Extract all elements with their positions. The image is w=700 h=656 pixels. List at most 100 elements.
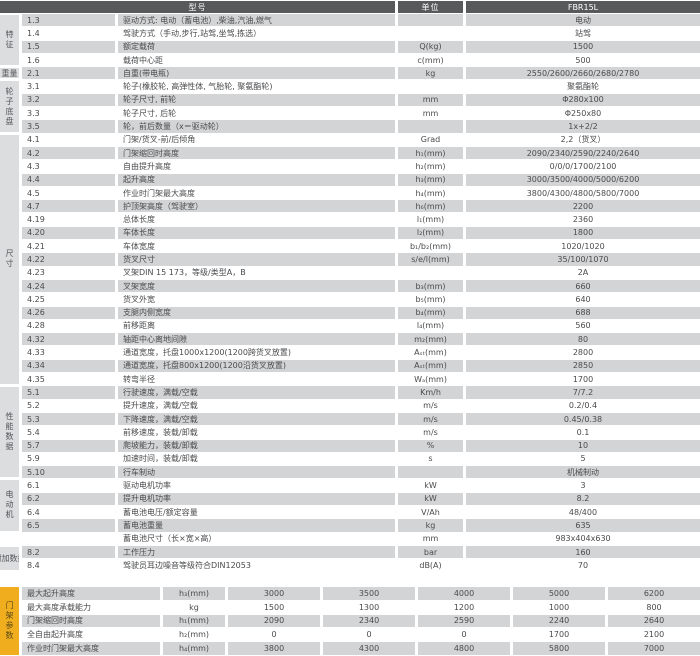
mast-row-value: 1300	[323, 601, 415, 615]
spec-row-unit: Wₐ(mm)	[398, 373, 463, 387]
spec-row-value: 640	[466, 293, 700, 307]
spec-row-unit	[398, 14, 463, 28]
spec-row-value: 电动	[466, 14, 700, 28]
spec-row-value: 3000/3500/4000/5000/6200	[466, 173, 700, 187]
spec-row-unit: mm	[398, 533, 463, 546]
spec-row-unit	[398, 267, 463, 280]
spec-row-number: 5.3	[22, 412, 115, 427]
spec-table: 型号 单位 FBR15L 1.3 驱动方式: 电动（蓄电池）,柴油,汽油,燃气 …	[0, 1, 700, 573]
spec-row-value: 10	[466, 439, 700, 453]
mast-row-value: 4000	[418, 587, 510, 601]
spec-row-value: 2A	[466, 267, 700, 280]
spec-row-number: 5.9	[22, 453, 115, 467]
spec-row-number: 5.10	[22, 466, 115, 480]
spec-row-label: 额定载荷	[118, 40, 395, 54]
category-label: 重量	[0, 68, 19, 80]
spec-row-value: 5	[466, 453, 700, 467]
spec-row-number: 1.3	[22, 14, 115, 28]
spec-row-value: 3800/4300/4800/5800/7000	[466, 187, 700, 201]
spec-row-unit: V/Ah	[398, 506, 463, 520]
spec-row-label: 起升高度	[118, 173, 395, 187]
spec-row-value: 1020/1020	[466, 240, 700, 254]
spec-row-value: 机械制动	[466, 466, 700, 480]
spec-row-label: 轮子(橡胶轮, 高弹性体, 气胎轮, 聚氨酯轮)	[118, 80, 395, 94]
spec-row-number: 5.1	[22, 386, 115, 400]
spec-row-unit: dB(A)	[398, 559, 463, 573]
spec-row-label: 轮子尺寸, 前轮	[118, 93, 395, 108]
mast-row-value: 5000	[513, 587, 605, 601]
spec-row-label: 自重(带电瓶)	[118, 67, 395, 81]
spec-row-label: 蓄电池尺寸（长×宽×高）	[118, 533, 395, 546]
spec-row-value: 站驾	[466, 27, 700, 41]
mast-row-value: 2240	[513, 614, 605, 629]
spec-row-unit: h₄(mm)	[398, 187, 463, 201]
spec-row-label: 叉架宽度	[118, 279, 395, 294]
spec-row-value: 2090/2340/2590/2240/2640	[466, 146, 700, 161]
spec-row-value: 2550/2600/2660/2680/2780	[466, 67, 700, 81]
spec-row-value: 660	[466, 279, 700, 294]
spec-row-value: 983x404x630	[466, 533, 700, 546]
spec-row-value: 聚氨酯轮	[466, 80, 700, 94]
spec-row-value: 0/0/0/1700/2100	[466, 160, 700, 174]
spec-row-value: 0.45/0.38	[466, 412, 700, 427]
spec-row-number: 4.32	[22, 333, 115, 347]
spec-row-unit: mm	[398, 93, 463, 108]
spec-row-value: 3	[466, 479, 700, 493]
spec-row-unit: h₁(mm)	[398, 146, 463, 161]
spec-row-number: 3.3	[22, 107, 115, 121]
spec-row-label: 转弯半径	[118, 373, 395, 387]
mast-row-value: 2590	[418, 614, 510, 629]
mast-row-value: 5800	[513, 642, 605, 656]
mast-row-value: 2640	[608, 614, 700, 629]
spec-row-unit: kW	[398, 492, 463, 506]
category-label: 性能数据	[0, 387, 19, 479]
spec-row-value: 2,2（货叉）	[466, 134, 700, 147]
spec-row-label: 总体长度	[118, 213, 395, 227]
mast-row-value: 0	[418, 628, 510, 643]
spec-row-label: 行车制动	[118, 466, 395, 480]
spec-row-value: 35/100/1070	[466, 253, 700, 267]
spec-row-label: 驱动电机功率	[118, 479, 395, 493]
spec-row-unit	[398, 27, 463, 41]
spec-row-number: 3.5	[22, 120, 115, 134]
spec-row-unit: c(mm)	[398, 54, 463, 68]
mast-row-label: 全自由起升高度	[22, 628, 160, 643]
spec-row-number: 4.20	[22, 226, 115, 241]
spec-row-number: 1.5	[22, 40, 115, 54]
spec-row-number: 4.1	[22, 134, 115, 147]
spec-row-number: 1.4	[22, 27, 115, 41]
mast-row-value: 0	[323, 628, 415, 643]
mast-row-label: 门架缩回时高度	[22, 614, 160, 629]
spec-row-label: 轮子尺寸, 后轮	[118, 107, 395, 121]
spec-row-label: 蓄电池电压/额定容量	[118, 506, 395, 520]
spec-row-number: 4.22	[22, 253, 115, 267]
column-header-model-value: FBR15L	[466, 1, 700, 14]
mast-row-value: 3500	[323, 587, 415, 601]
spec-row-number: 3.1	[22, 80, 115, 94]
spec-row-label: 前移速度，装载/卸载	[118, 426, 395, 440]
spec-row-unit: mm	[398, 107, 463, 121]
spec-row-value: 2200	[466, 200, 700, 214]
spec-row-value: 8.2	[466, 492, 700, 506]
spec-row-unit: Aₛₜ(mm)	[398, 359, 463, 374]
spec-row-label: 下降速度，满载/空载	[118, 412, 395, 427]
mast-row-value: 4800	[418, 642, 510, 656]
spec-row-label: 门架缩回时高度	[118, 146, 395, 161]
spec-row-number: 4.21	[22, 240, 115, 254]
mast-row-value: 800	[608, 601, 700, 615]
spec-row-label: 提升速度，满载/空载	[118, 400, 395, 413]
spec-row-value: 80	[466, 333, 700, 347]
mast-row-value: 1000	[513, 601, 605, 615]
spec-row-number	[22, 533, 115, 546]
column-header-model: 型号	[0, 1, 395, 14]
spec-row-unit: Grad	[398, 134, 463, 147]
spec-row-number: 4.24	[22, 279, 115, 294]
spec-row-unit	[398, 120, 463, 134]
spec-row-label: 驾驶员耳边噪音等级符合DIN12053	[118, 559, 395, 573]
mast-row-unit: h₃(mm)	[163, 587, 225, 601]
mast-row-value: 2100	[608, 628, 700, 643]
spec-row-value: 560	[466, 320, 700, 334]
spec-row-value: 1800	[466, 226, 700, 241]
mast-row-value: 1700	[513, 628, 605, 643]
